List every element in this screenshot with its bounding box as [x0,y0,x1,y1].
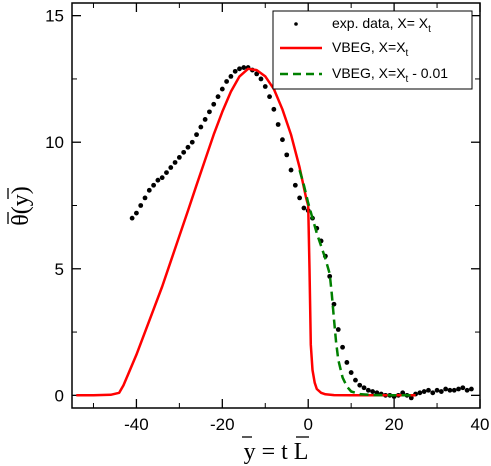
data-point [340,344,345,350]
data-point [189,139,195,145]
data-point [430,390,436,396]
x-axis-label: y = t L [242,436,309,465]
data-point [151,182,157,188]
data-point [443,386,449,392]
series-vbeg-line [76,67,416,397]
data-point [211,101,217,107]
data-point [258,76,264,82]
y-axis-label-text: θ(y) [8,186,34,225]
legend-entry-vbeg-shift: VBEG, X=Xt - 0.01 [280,65,448,85]
x-tick-label-1: -20 [210,415,235,434]
data-point [451,387,457,393]
data-point [232,68,238,74]
data-point [198,124,204,130]
y-tick-label-3: 15 [45,7,64,26]
data-point [288,167,294,173]
data-point [267,94,272,100]
data-point [353,377,358,383]
data-point [284,152,290,158]
data-point [185,144,191,150]
series-vbeg-shift-line [298,169,416,397]
svg-text:exp. data, X= Xt: exp. data, X= Xt [332,15,431,35]
legend-label-0: exp. data, X= X [332,15,429,31]
data-point [164,170,169,175]
data-point [146,187,152,193]
legend-box [272,10,473,90]
chart-marks [76,65,474,401]
legend-label-1: VBEG, X=X [332,39,406,55]
data-point [207,109,212,115]
svg-text:VBEG, X=Xt: VBEG, X=Xt [332,39,409,59]
data-point [365,387,371,393]
data-point [301,205,307,211]
x-tick-label-2: 0 [303,415,312,434]
data-point [464,387,470,393]
data-point [361,385,367,391]
data-point [357,382,363,388]
data-point [297,195,303,201]
legend-suffix-2: - 0.01 [408,65,448,81]
data-point [224,79,230,84]
data-point [434,387,440,393]
data-point [241,65,247,70]
data-point [159,175,165,181]
x-axis-label-text: y = t L [244,439,309,465]
data-point [426,387,431,393]
data-point [348,370,354,375]
data-point [176,155,182,160]
data-point [460,385,466,391]
data-point [327,273,333,279]
data-point [331,301,337,307]
y-axis-label: θ(y) [7,186,34,226]
data-point [400,390,406,396]
legend-entry-data: exp. data, X= Xt [294,15,431,35]
legend: exp. data, X= Xt VBEG, X=Xt VBEG, X=Xt -… [272,10,473,90]
data-point [202,117,208,122]
data-point [271,106,277,112]
y-tick-label-0: 0 [55,386,64,405]
data-point [215,94,221,100]
y-tick-label-1: 5 [55,260,64,279]
data-point [237,66,242,72]
data-point [370,389,376,394]
data-point [280,137,285,143]
data-point [438,389,444,394]
data-point [134,210,139,216]
legend-label-2: VBEG, X=X [332,65,406,81]
data-point [292,182,298,188]
data-point [417,390,423,396]
data-point [194,132,199,138]
data-point [344,360,350,365]
legend-sub-0: t [428,24,431,35]
x-tick-label-3: 20 [385,415,404,434]
data-point [335,327,341,332]
y-tick-label-2: 10 [45,133,64,152]
data-point [129,215,135,221]
legend-entry-vbeg: VBEG, X=Xt [280,39,409,59]
legend-sub-2: t [406,74,409,85]
data-point [421,389,427,394]
data-point [181,149,187,155]
legend-sub-1: t [406,48,409,59]
data-point [228,74,234,79]
data-point [254,71,260,77]
data-point [275,122,281,127]
data-point [155,177,161,183]
data-point [172,160,178,165]
data-point [447,387,453,393]
data-point [262,84,268,89]
x-tick-label-0: -40 [124,415,149,434]
data-point [168,165,174,170]
axis-ticks: -40 -20 0 20 40 0 5 10 15 [45,3,489,434]
data-point [138,203,144,208]
data-point [408,395,414,401]
data-point [469,386,474,392]
svg-text:VBEG, X=Xt - 0.01: VBEG, X=Xt - 0.01 [332,65,448,85]
data-point [456,386,461,392]
data-point [142,195,148,201]
x-tick-label-4: 40 [471,415,490,434]
data-point [219,86,225,92]
